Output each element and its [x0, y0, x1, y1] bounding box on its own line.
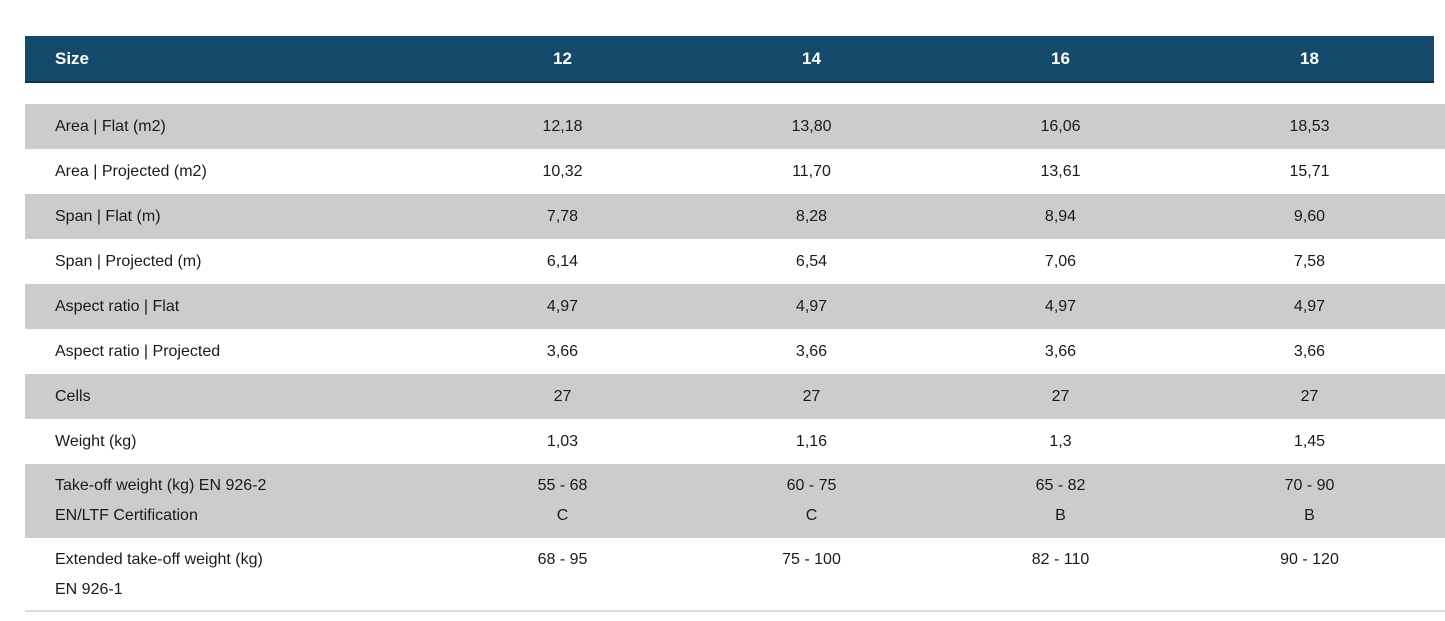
cell-value: 3,66: [546, 342, 579, 360]
cell-value: 4,97: [1293, 297, 1326, 315]
header-size-16: 16: [1051, 48, 1070, 68]
cell-value: 16,06: [1040, 117, 1081, 135]
cell-value: 1,16: [795, 432, 828, 450]
cell-value-line2: B: [1055, 507, 1066, 524]
cell-value-line2: [438, 575, 687, 605]
row-label: Weight (kg): [55, 432, 137, 450]
row-label: Span | Flat (m): [55, 207, 161, 225]
cell-value: 15,71: [1289, 162, 1330, 180]
cell-value: 3,66: [795, 342, 828, 360]
table-row-aspect-projected: Aspect ratio | Projected 3,66 3,66 3,66 …: [25, 329, 1445, 374]
cell-value: 13,80: [791, 117, 832, 135]
cell-value-line1: 65 - 82: [1035, 477, 1086, 494]
row-label: Extended take-off weight (kg) EN 926-1: [25, 545, 438, 605]
spec-table: Size 12 14 16 18 Area | Flat (m2) 12,18 …: [25, 36, 1445, 612]
cell-value: 6,14: [546, 252, 579, 270]
table-row-area-flat: Area | Flat (m2) 12,18 13,80 16,06 18,53: [25, 104, 1445, 149]
cell-value: 90 - 120: [1185, 545, 1434, 605]
cell-value-line2: [1185, 575, 1434, 605]
row-label: Cells: [55, 387, 91, 405]
cell-value: 6,54: [795, 252, 828, 270]
cell-value-line1: 60 - 75: [786, 477, 837, 494]
cell-value: 1,45: [1293, 432, 1326, 450]
cell-value: 3,66: [1293, 342, 1326, 360]
cell-value: 27: [802, 387, 821, 405]
header-size-18: 18: [1300, 48, 1319, 68]
cell-value-line1: 68 - 95: [537, 551, 588, 568]
cell-value-line2: [687, 575, 936, 605]
cell-value: 10,32: [542, 162, 583, 180]
header-size-14: 14: [802, 48, 821, 68]
cell-value-line2: B: [1304, 507, 1315, 524]
row-label-line2: EN/LTF Certification: [55, 507, 198, 524]
cell-value: 27: [553, 387, 572, 405]
cell-value: 13,61: [1040, 162, 1081, 180]
cell-value: 27: [1300, 387, 1319, 405]
cell-value: 3,66: [1044, 342, 1077, 360]
row-label: Area | Projected (m2): [55, 162, 207, 180]
header-size-12: 12: [553, 48, 572, 68]
table-row-aspect-flat: Aspect ratio | Flat 4,97 4,97 4,97 4,97: [25, 284, 1445, 329]
cell-value-line2: C: [556, 507, 569, 524]
cell-value: 27: [1051, 387, 1070, 405]
cell-value-line1: 90 - 120: [1280, 551, 1339, 568]
cell-value: 4,97: [1044, 297, 1077, 315]
cell-value: 8,94: [1044, 207, 1077, 225]
row-label: Aspect ratio | Projected: [55, 342, 221, 360]
cell-value: 12,18: [542, 117, 583, 135]
cell-value: 55 - 68 C: [438, 471, 687, 531]
table-row-extended-takeoff-weight: Extended take-off weight (kg) EN 926-1 6…: [25, 538, 1445, 612]
table-row-span-flat: Span | Flat (m) 7,78 8,28 8,94 9,60: [25, 194, 1445, 239]
cell-value: 65 - 82 B: [936, 471, 1185, 531]
cell-value-line1: 75 - 100: [782, 551, 841, 568]
cell-value: 7,58: [1293, 252, 1326, 270]
row-label: Aspect ratio | Flat: [55, 297, 180, 315]
cell-value: 7,78: [546, 207, 579, 225]
header-gap: [25, 83, 1445, 104]
cell-value-line1: 55 - 68: [537, 477, 588, 494]
cell-value: 75 - 100: [687, 545, 936, 605]
table-row-cells: Cells 27 27 27 27: [25, 374, 1445, 419]
cell-value-line1: 70 - 90: [1284, 477, 1335, 494]
cell-value: 4,97: [546, 297, 579, 315]
table-row-takeoff-weight: Take-off weight (kg) EN 926-2 EN/LTF Cer…: [25, 464, 1445, 538]
cell-value: 4,97: [795, 297, 828, 315]
cell-value: 68 - 95: [438, 545, 687, 605]
cell-value: 18,53: [1289, 117, 1330, 135]
cell-value: 82 - 110: [936, 545, 1185, 605]
cell-value: 60 - 75 C: [687, 471, 936, 531]
cell-value-line1: 82 - 110: [1031, 551, 1090, 568]
row-label-line1: Take-off weight (kg) EN 926-2: [55, 477, 267, 494]
row-label-line1: Extended take-off weight (kg): [55, 551, 263, 568]
cell-value: 7,06: [1044, 252, 1077, 270]
row-label-line2: EN 926-1: [55, 581, 123, 598]
cell-value: 8,28: [795, 207, 828, 225]
cell-value-line2: [936, 575, 1185, 605]
table-row-span-projected: Span | Projected (m) 6,14 6,54 7,06 7,58: [25, 239, 1445, 284]
table-header-row: Size 12 14 16 18: [25, 36, 1434, 83]
cell-value: 11,70: [792, 162, 831, 180]
table-row-weight: Weight (kg) 1,03 1,16 1,3 1,45: [25, 419, 1445, 464]
header-size-label: Size: [55, 48, 90, 68]
row-label: Area | Flat (m2): [55, 117, 166, 135]
cell-value: 9,60: [1293, 207, 1326, 225]
cell-value-line2: C: [805, 507, 818, 524]
row-label: Span | Projected (m): [55, 252, 202, 270]
cell-value: 1,03: [546, 432, 579, 450]
table-row-area-projected: Area | Projected (m2) 10,32 11,70 13,61 …: [25, 149, 1445, 194]
row-label: Take-off weight (kg) EN 926-2 EN/LTF Cer…: [25, 471, 438, 531]
cell-value: 1,3: [1049, 432, 1072, 450]
cell-value: 70 - 90 B: [1185, 471, 1434, 531]
